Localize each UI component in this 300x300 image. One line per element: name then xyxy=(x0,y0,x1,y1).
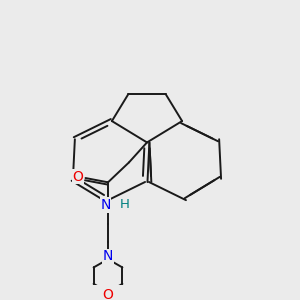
Text: O: O xyxy=(103,288,113,300)
Text: O: O xyxy=(73,169,83,184)
Text: N: N xyxy=(103,249,113,263)
Text: H: H xyxy=(120,198,129,211)
Text: N: N xyxy=(100,198,111,212)
